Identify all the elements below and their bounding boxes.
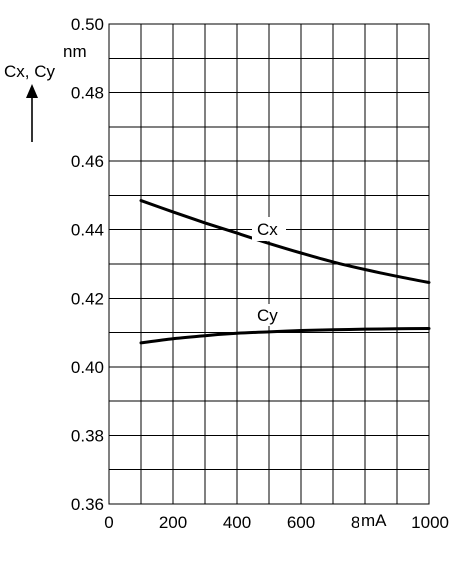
series-label-cy-bg (252, 304, 286, 326)
y-tick-label: 0.48 (71, 84, 104, 103)
y-tick-label: 0.46 (71, 152, 104, 171)
y-tick-label: 0.44 (71, 221, 104, 240)
x-tick-label: 400 (223, 513, 251, 532)
x-tick-label: 0 (104, 513, 113, 532)
grid (109, 24, 429, 504)
y-tick-label: 0.36 (71, 495, 104, 514)
x-unit-label-bg (359, 509, 393, 531)
x-tick-label: 200 (159, 513, 187, 532)
series-line-cx (139, 199, 431, 284)
y-tick-label: 0.50 (71, 15, 104, 34)
series-layer (139, 199, 431, 345)
series-label-cx: Cx (257, 220, 278, 239)
x-tick-label: 1000 (411, 513, 449, 532)
x-axis-unit: mA (361, 511, 387, 530)
series-line-cy (139, 327, 431, 345)
y-tick-label: 0.42 (71, 289, 104, 308)
y-tick-label: 0.38 (71, 426, 104, 445)
series-label-cy: Cy (257, 306, 278, 325)
x-tick-label: 600 (287, 513, 315, 532)
y-tick-label: 0.40 (71, 358, 104, 377)
y-axis-unit: nm (63, 42, 87, 61)
series-label-cx-bg (252, 217, 286, 241)
y-axis-arrow-icon (26, 84, 38, 142)
plot-frame (108, 23, 430, 505)
y-axis-label: Cx, Cy (4, 62, 56, 81)
